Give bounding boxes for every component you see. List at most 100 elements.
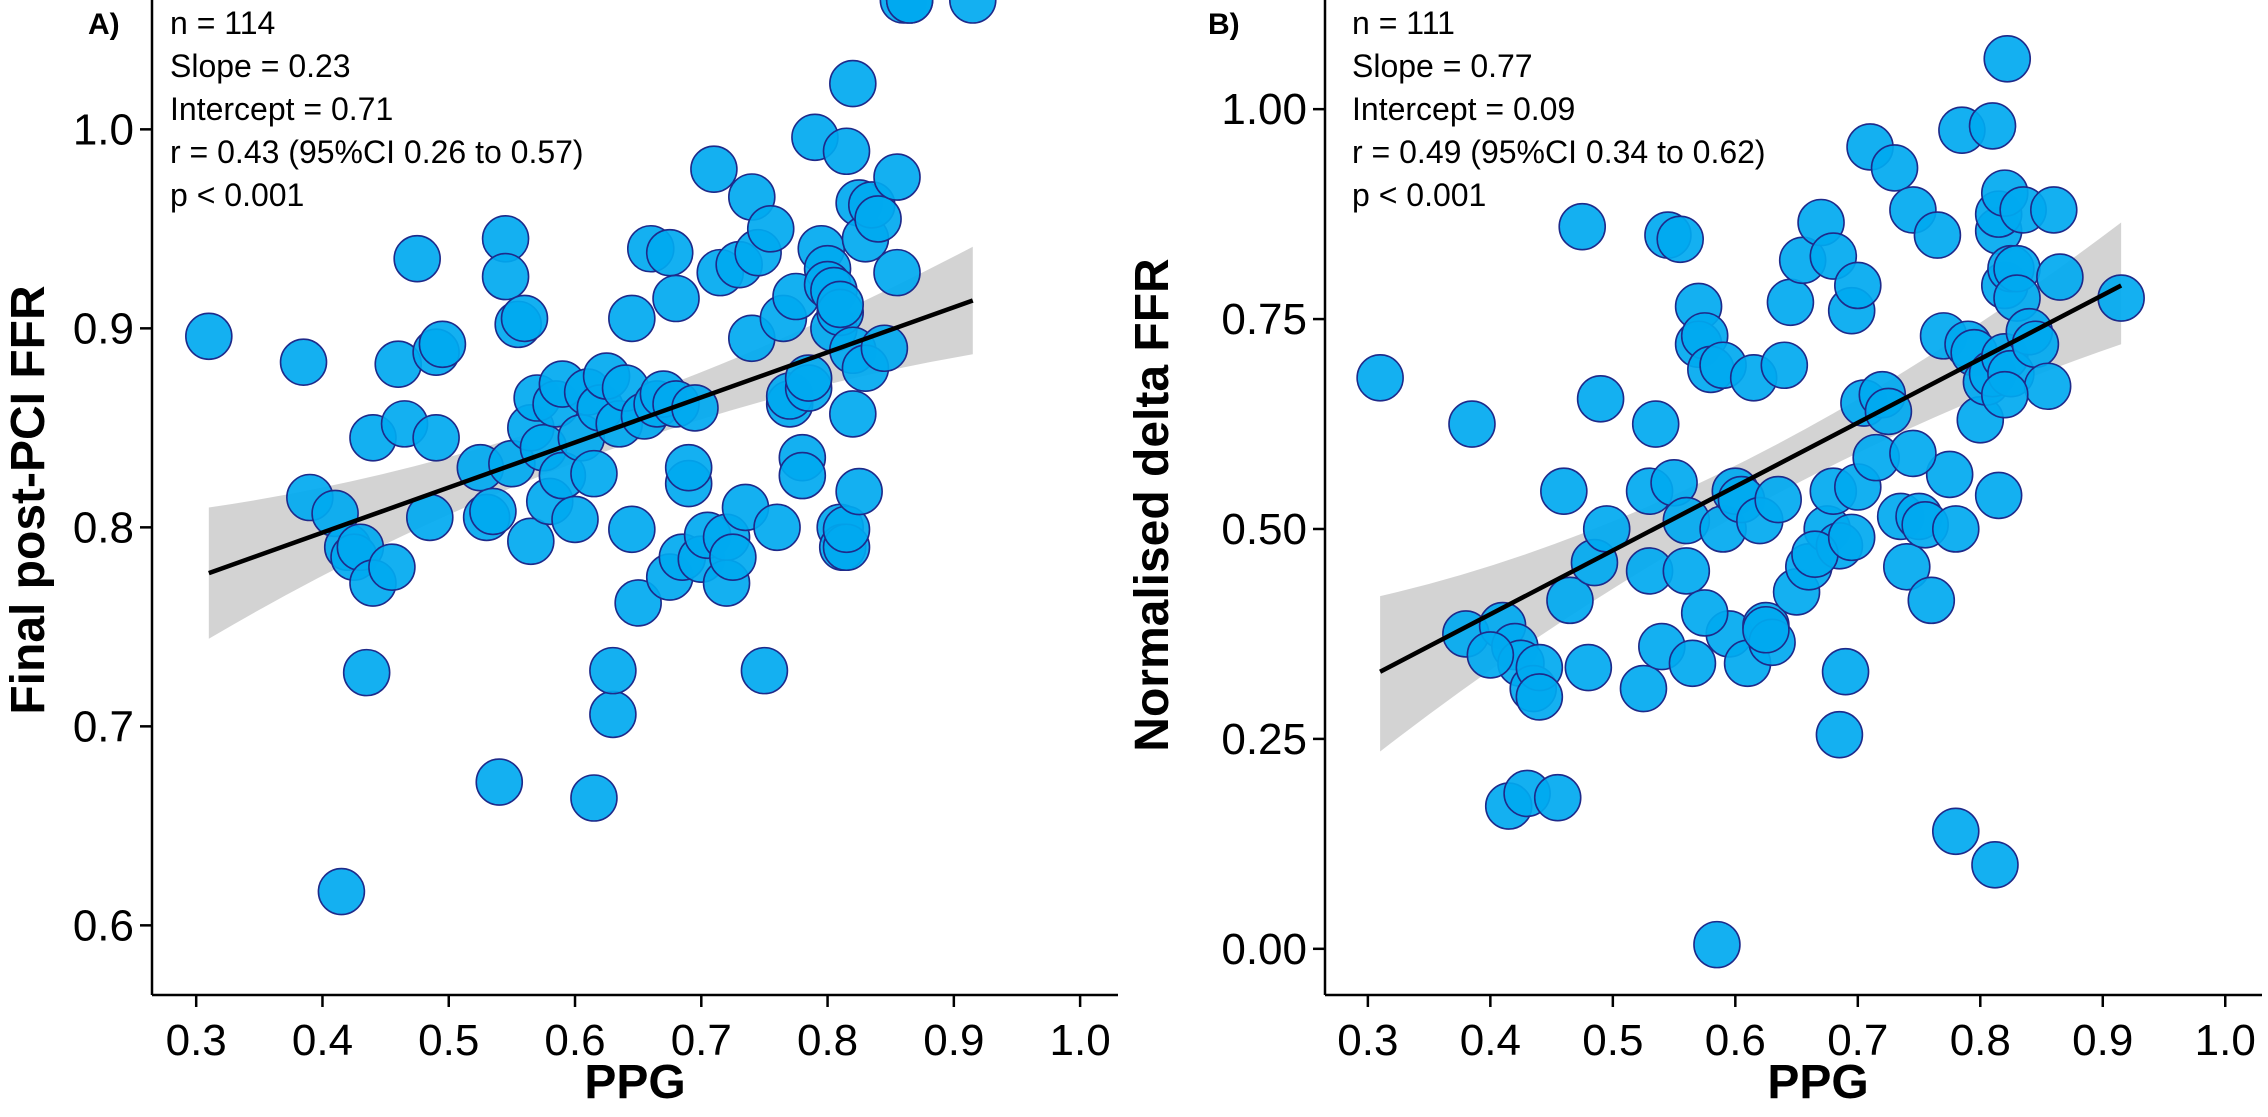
panel-a-data-point xyxy=(475,758,524,806)
panel-b-data-point xyxy=(1889,429,1937,478)
panel-b-y-tick-label: 1.00 xyxy=(1221,85,1307,134)
panel-b-data-point xyxy=(1815,710,1864,759)
panel-a-data-point xyxy=(690,145,738,193)
panel-a-data-point xyxy=(570,449,618,498)
panel-b-label: B) xyxy=(1208,8,1240,41)
panel-b-data-point xyxy=(1913,211,1962,259)
panel-b-data-point xyxy=(1907,576,1956,625)
panel-b-x-tick-label: 0.8 xyxy=(1950,1016,2011,1065)
panel-b-data-point xyxy=(1558,202,1607,251)
panel-b-y-tick-label: 0.25 xyxy=(1221,715,1307,764)
panel-b-data-point xyxy=(1754,475,1802,524)
panel-b-points-group xyxy=(1356,34,2145,969)
panel-a-annotation-r: r = 0.43 (95%CI 0.26 to 0.57) xyxy=(170,134,584,170)
panel-b-data-point xyxy=(1925,450,1974,499)
panel-b-annotation-r: r = 0.49 (95%CI 0.34 to 0.62) xyxy=(1352,134,1766,170)
panel-b-data-point xyxy=(1834,261,1882,310)
panel-a-data-point xyxy=(614,579,662,627)
panel-b-data-point xyxy=(1827,513,1876,562)
panel-b-data-point xyxy=(1742,605,1790,654)
panel-b-data-point xyxy=(2023,362,2072,411)
panel-a-data-point xyxy=(829,59,877,108)
panel-a-y-tick-label: 0.7 xyxy=(73,702,134,751)
panel-b-data-point xyxy=(1821,647,1870,696)
panel-a-x-tick-label: 0.4 xyxy=(292,1016,353,1065)
panel-b-data-point xyxy=(1980,370,2029,419)
panel-b-data-point xyxy=(1766,278,1815,327)
panel-a-x-tick-label: 0.9 xyxy=(923,1016,984,1065)
panel-b-data-point xyxy=(1662,547,1711,595)
panel-b-annotation-intercept: Intercept = 0.09 xyxy=(1352,91,1575,127)
panel-b-data-point xyxy=(1971,841,2019,889)
panel-b-data-point xyxy=(1974,471,2023,520)
panel-b-data-point xyxy=(1931,807,1980,856)
panel-b-x-tick-label: 0.6 xyxy=(1705,1016,1766,1065)
panel-b-fit-group xyxy=(1379,283,2123,674)
panel-b-data-point xyxy=(1864,387,1913,436)
panel-a-data-point xyxy=(500,294,549,343)
panel-a-data-point xyxy=(368,543,416,591)
panel-b-x-tick-label: 1.0 xyxy=(2195,1016,2256,1065)
panel-a-data-point xyxy=(589,690,637,739)
panel-a-data-point xyxy=(279,338,328,386)
panel-a-data-point xyxy=(342,648,391,697)
panel-b-plot: 0.3 0.4 0.5 0.6 0.7 0.8 0.9 1.0 0.00 0.25 0.50 0.75… xyxy=(1126,0,2262,1109)
panel-b-y-tick-label: 0.50 xyxy=(1221,505,1307,554)
panel-a-x-tick-label: 0.5 xyxy=(418,1016,479,1065)
panel-b-data-point xyxy=(1931,505,1980,553)
panel-a-y-tick-label: 0.9 xyxy=(73,304,134,353)
panel-b-annotations: n = 111 Slope = 0.77 Intercept = 0.09 r … xyxy=(1352,5,1766,213)
panel-b-data-point xyxy=(1619,664,1668,713)
panel-a-xlabel: PPG xyxy=(584,1056,685,1109)
panel-a-data-point xyxy=(816,280,864,329)
panel-b-data-point xyxy=(1564,643,1613,692)
panel-b-data-point xyxy=(2036,253,2084,301)
panel-a-points-group xyxy=(185,0,997,916)
panel-b-x-tick-label: 0.4 xyxy=(1460,1016,1521,1065)
panel-a-label: A) xyxy=(88,8,120,41)
panel-a-x-tick-label: 0.8 xyxy=(797,1016,858,1065)
panel-b-data-point xyxy=(1968,102,2017,150)
panel-a-data-point xyxy=(645,228,694,277)
panel-a-data-point xyxy=(746,205,795,253)
panel-b-data-point xyxy=(1656,215,1705,264)
panel-b-data-point xyxy=(1631,400,1680,448)
panel-b-x-tick-label: 0.7 xyxy=(1827,1016,1888,1065)
panel-a-data-point xyxy=(469,487,517,536)
panel-a-data-point xyxy=(854,195,902,243)
panel-b-data-point xyxy=(1882,542,1931,591)
panel-b-data-point xyxy=(2029,186,2078,234)
panel-b-data-point xyxy=(1870,144,1919,192)
panel-a-data-point xyxy=(664,443,713,492)
panel-a-data-point xyxy=(589,646,637,695)
panel-b-data-point xyxy=(1546,576,1594,625)
panel-b-data-point xyxy=(1540,467,1588,516)
panel-b-y-tick-label: 0.75 xyxy=(1221,295,1307,344)
panel-a-data-point xyxy=(412,413,460,462)
panel-a-y-tick-label: 1.0 xyxy=(73,105,134,154)
panel-a-fit-line xyxy=(208,298,974,576)
panel-a-data-point xyxy=(740,646,789,695)
panel-a-data-point xyxy=(570,774,618,822)
panel-a-data-point xyxy=(507,517,555,566)
panel-b-xlabel: PPG xyxy=(1767,1056,1868,1109)
panel-a-annotation-slope: Slope = 0.23 xyxy=(170,48,351,84)
panel-a-data-point xyxy=(185,312,233,361)
panel-a-data-point xyxy=(822,127,871,176)
panel-a-plot: 0.3 0.4 0.5 0.6 0.7 0.8 0.9 1.00.60.70.80.91.0 … xyxy=(2,0,1118,1109)
panel-a-data-point xyxy=(317,867,366,916)
panel-b-data-point xyxy=(1680,589,1729,637)
panel-a-data-point xyxy=(481,252,530,301)
panel-b-annotation-p: p < 0.001 xyxy=(1352,177,1486,213)
panel-b-ylabel: Normalised delta FFR xyxy=(1126,258,1179,751)
panel-a-axes-group: 0.3 0.4 0.5 0.6 0.7 0.8 0.9 1.0 0.6 0.7 0.8 0.9 1.0 xyxy=(73,0,1118,1065)
panel-b-data-point xyxy=(1983,34,2032,83)
panel-a-annotation-intercept: Intercept = 0.71 xyxy=(170,91,393,127)
panel-a-data-point xyxy=(418,320,467,369)
panel-a-fit-group xyxy=(208,298,974,576)
panel-a-ylabel: Final post-PCI FFR xyxy=(2,285,55,714)
panel-a-x-tick-label: 0.6 xyxy=(544,1016,605,1065)
panel-b-data-point xyxy=(1356,354,1404,402)
panel-b-data-point xyxy=(1668,639,1717,688)
